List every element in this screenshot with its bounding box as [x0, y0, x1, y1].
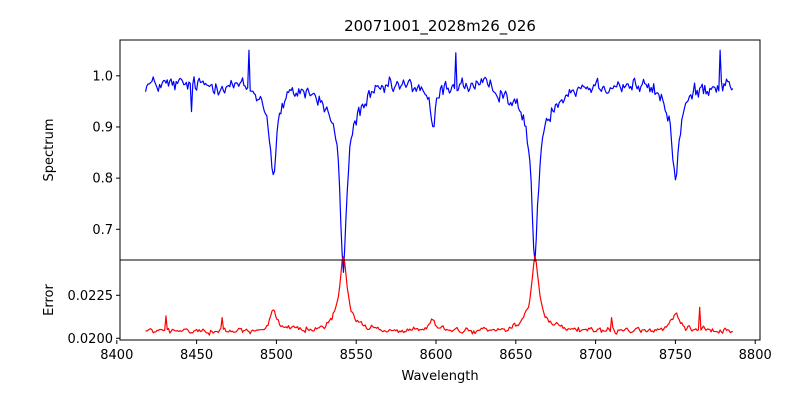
x-axis-label: Wavelength [401, 369, 478, 384]
x-tick-label: 8800 [739, 348, 772, 363]
spectrum-series [144, 49, 734, 273]
x-tick-label: 8650 [499, 348, 532, 363]
x-tick-label: 8400 [100, 348, 133, 363]
error-series [145, 255, 733, 336]
spectrum-y-axis-label: Spectrum [42, 119, 57, 182]
x-tick-label: 8550 [340, 348, 373, 363]
spectrum-y-tick-label: 0.9 [92, 120, 113, 135]
error-line [145, 255, 733, 336]
spectrum-panel: 0.7 0.8 0.9 1.0 Spectrum [42, 39, 761, 273]
x-axis: 8400 8450 8500 8550 8600 8650 8700 8750 8800 [100, 340, 772, 363]
x-tick-label: 8500 [260, 348, 293, 363]
spectrum-y-tick-label: 0.7 [92, 223, 113, 238]
spectrum-y-tick-label: 0.8 [92, 172, 113, 187]
error-axes-frame [119, 259, 761, 341]
spectrum-line [144, 49, 734, 273]
error-y-tick-label: 0.0200 [68, 332, 114, 347]
x-tick-label: 8700 [579, 348, 612, 363]
spectrum-y-tick-label: 1.0 [92, 69, 113, 84]
spectrum-y-axis: 0.7 0.8 0.9 1.0 [92, 69, 120, 238]
spectrum-axes-frame [119, 39, 761, 261]
error-y-tick-label: 0.0225 [68, 289, 114, 304]
error-y-axis: 0.0200 0.0225 [68, 289, 120, 347]
x-tick-label: 8750 [659, 348, 692, 363]
x-tick-label: 8600 [419, 348, 452, 363]
chart-title: 20071001_2028m26_026 [344, 17, 536, 36]
x-tick-label: 8450 [180, 348, 213, 363]
error-panel: 0.0200 0.0225 Error [42, 255, 761, 347]
error-y-axis-label: Error [42, 284, 57, 316]
